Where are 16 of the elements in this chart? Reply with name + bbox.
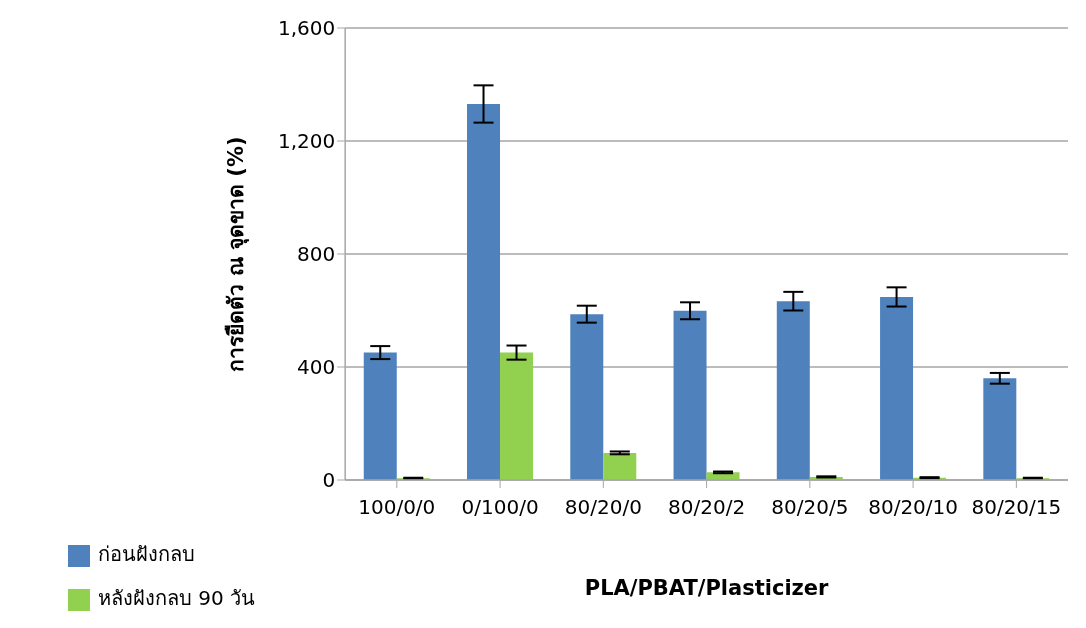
legend-label: ก่อนฝังกลบ xyxy=(98,542,195,566)
x-tick-label: 80/20/0 xyxy=(564,495,642,520)
x-tick-label: 80/20/10 xyxy=(868,495,959,520)
y-tick-label: 0 xyxy=(322,468,336,493)
y-tick-label: 800 xyxy=(296,242,336,267)
x-tick-label: 0/100/0 xyxy=(461,495,539,520)
x-tick-label: 100/0/0 xyxy=(358,495,436,520)
y-axis-title: การยืดตัว ณ จุดขาด (%) xyxy=(223,136,250,372)
x-axis-title: PLA/PBAT/Plasticizer xyxy=(584,575,830,600)
y-tick-label: 1,600 xyxy=(277,16,336,41)
legend-label: หลังฝังกลบ 90 วัน xyxy=(98,586,256,610)
y-tick-label: 400 xyxy=(296,355,336,380)
x-tick-label: 80/20/5 xyxy=(771,495,849,520)
x-tick-label: 80/20/2 xyxy=(668,495,746,520)
y-tick-label: 1,200 xyxy=(277,129,336,154)
x-tick-label: 80/20/15 xyxy=(971,495,1062,520)
